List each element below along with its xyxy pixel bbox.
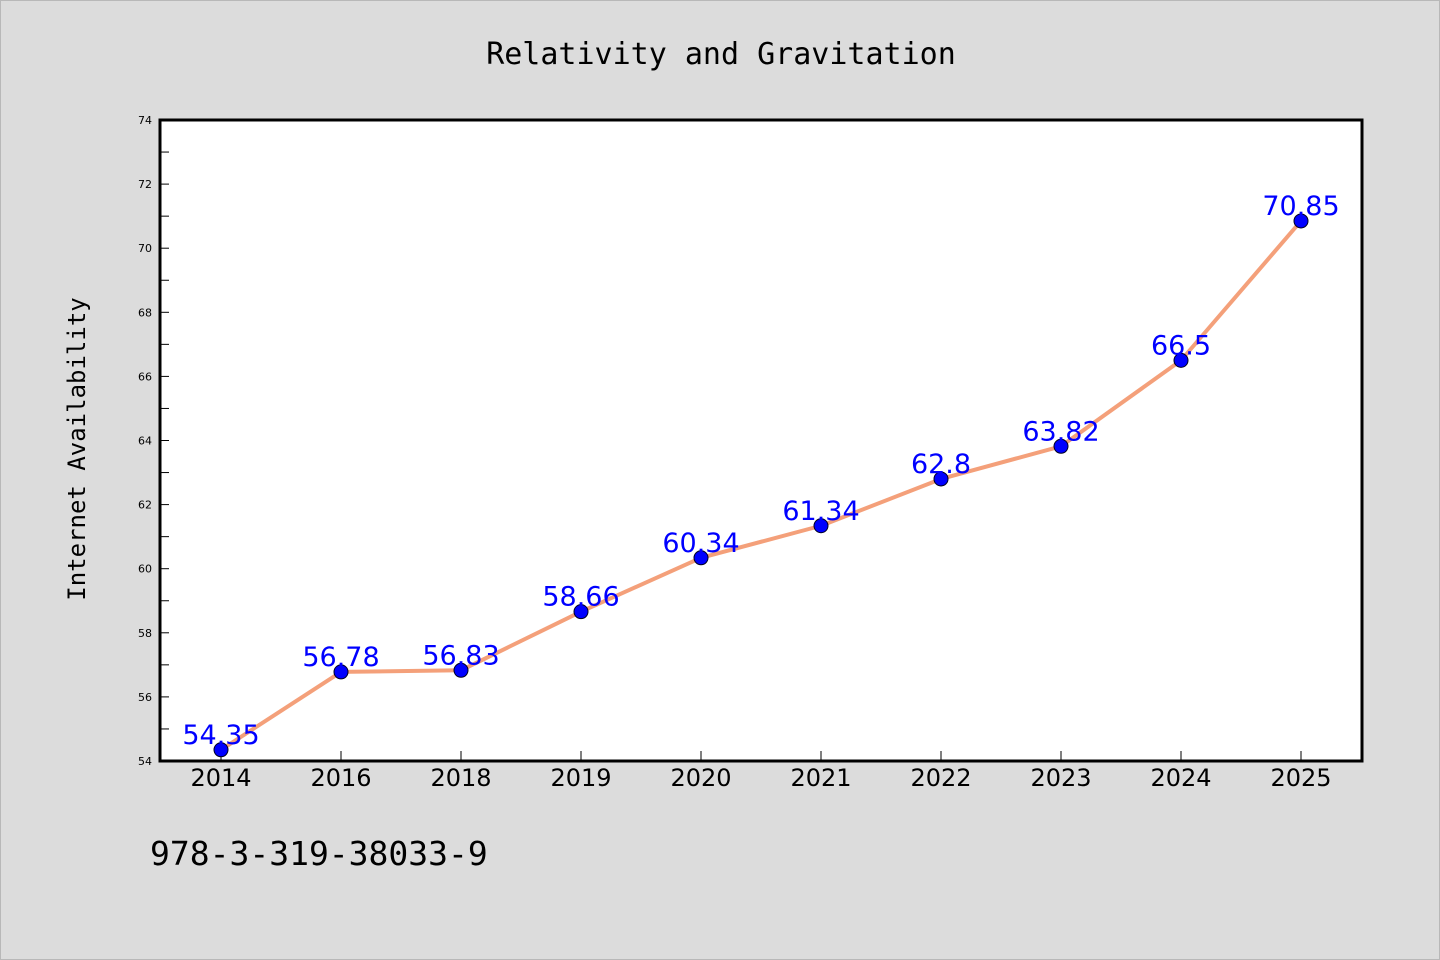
- plot-frame: [158, 118, 1364, 763]
- y-tick-label: 60: [138, 563, 152, 576]
- data-point: [693, 550, 709, 566]
- y-tick-label: 56: [138, 691, 152, 704]
- y-axis-label: Internet Availability: [63, 297, 91, 600]
- chart-title: Relativity and Gravitation: [486, 37, 956, 72]
- y-tick-label: 74: [138, 114, 152, 127]
- data-label: 70.85: [1262, 191, 1339, 222]
- y-tick-label: 70: [138, 242, 152, 255]
- data-point: [1293, 213, 1309, 229]
- plot-area: [160, 120, 1362, 761]
- x-tick-label: 2016: [310, 764, 371, 792]
- data-label: 56.78: [302, 642, 379, 673]
- data-point: [213, 742, 229, 758]
- x-tick-label: 2022: [910, 764, 971, 792]
- data-point: [1173, 352, 1189, 368]
- x-tick-label: 2025: [1270, 764, 1331, 792]
- x-axis: 2014 2016 2018 2019 2020 2021 2022 2023 2024 2025: [190, 751, 1332, 792]
- y-axis: 54 56 58 60 62 64 66 68 70 72 74: [138, 114, 169, 768]
- x-tick-label: 2024: [1150, 764, 1211, 792]
- y-tick-label: 62: [138, 499, 152, 512]
- y-tick-label: 58: [138, 627, 152, 640]
- data-point: [933, 471, 949, 487]
- data-label: 54.35: [182, 720, 259, 751]
- data-point: [453, 662, 469, 678]
- y-tick-label: 66: [138, 370, 152, 383]
- y-tick-label: 72: [138, 178, 152, 191]
- x-tick-label: 2021: [790, 764, 851, 792]
- x-tick-label: 2020: [670, 764, 731, 792]
- x-tick-label: 2018: [430, 764, 491, 792]
- data-point: [333, 664, 349, 680]
- data-point: [1053, 438, 1069, 454]
- data-label: 66.5: [1151, 330, 1211, 361]
- y-tick-label: 64: [138, 435, 152, 448]
- data-labels: 54.35 56.78 56.83 58.66 60.34 61.34 62.8 63.82 6…: [182, 191, 1339, 751]
- x-tick-label: 2019: [550, 764, 611, 792]
- data-label: 62.8: [911, 449, 971, 480]
- data-label: 60.34: [662, 528, 739, 559]
- data-label: 58.66: [542, 582, 619, 613]
- y-tick-label: 54: [138, 755, 152, 768]
- x-tick-label: 2023: [1030, 764, 1091, 792]
- series-group: [213, 213, 1309, 758]
- x-tick-label: 2014: [190, 764, 251, 792]
- series-line: [219, 218, 1303, 752]
- y-tick-label: 68: [138, 306, 152, 319]
- data-label: 61.34: [782, 496, 859, 527]
- footer-isbn: 978-3-319-38033-9: [150, 834, 488, 873]
- data-label: 63.82: [1022, 416, 1099, 447]
- data-label: 56.83: [422, 640, 499, 671]
- data-point: [813, 518, 829, 534]
- data-point: [573, 604, 589, 620]
